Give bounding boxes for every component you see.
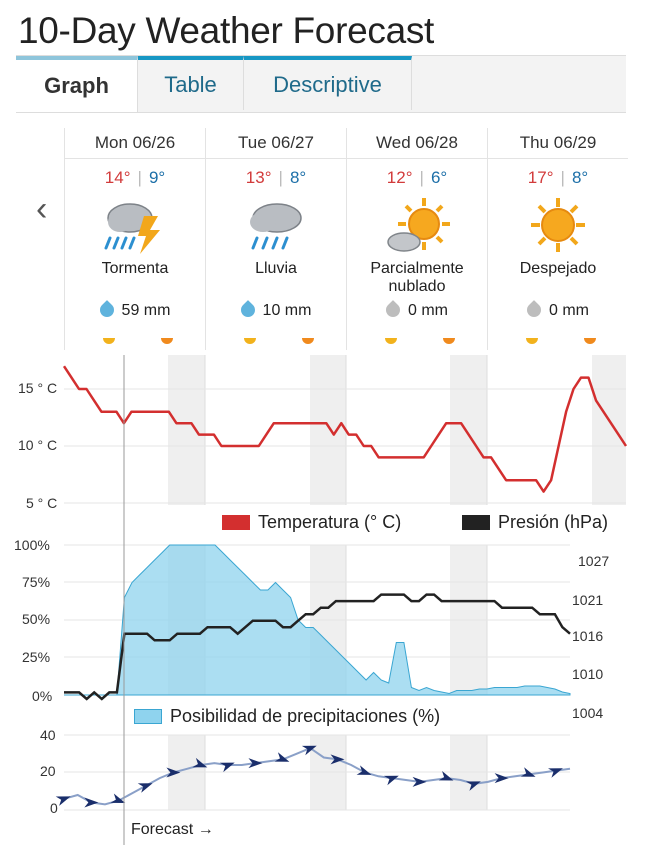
day-card[interactable]: Thu 06/29 17° | 8° Despejado 0 mm xyxy=(487,128,628,350)
wind-arrow xyxy=(548,768,563,778)
wind-arrow xyxy=(465,781,481,791)
view-tabs: Graph Table Descriptive xyxy=(16,55,626,113)
raindrop-icon xyxy=(237,300,258,320)
sunny-icon xyxy=(531,198,585,252)
wind-arrow xyxy=(438,771,454,781)
legend-pressure: Presión (hPa) xyxy=(462,512,608,533)
day-card[interactable]: Mon 06/26 14° | 9° Tormenta 59 mm xyxy=(64,128,205,350)
day-card[interactable]: Wed 06/28 12° | 6° Parcialmente nublado 0 … xyxy=(346,128,487,350)
precip-chance-area xyxy=(64,544,571,696)
wind-arrow xyxy=(137,783,153,793)
thunderstorm-icon xyxy=(104,203,160,254)
temperature-line xyxy=(62,365,628,493)
rain-icon xyxy=(250,203,302,250)
condition-label: Tormenta xyxy=(101,260,169,277)
temp-high: 12° xyxy=(386,168,413,187)
precip-amount: 10 mm xyxy=(262,302,312,319)
pressure-line xyxy=(64,593,571,701)
wind-arrow xyxy=(110,793,126,804)
raindrop-icon xyxy=(96,300,117,320)
precip-amount: 59 mm xyxy=(121,302,171,319)
temp-high: 17° xyxy=(527,168,554,187)
partly-cloudy-icon xyxy=(387,198,450,252)
condition-label: Despejado xyxy=(519,260,597,277)
page-title: 10-Day Weather Forecast xyxy=(18,10,435,51)
temp-tick: 15 ° C xyxy=(18,380,58,396)
raindrop-icon xyxy=(383,300,403,320)
pressure-tick: 1027 xyxy=(578,553,610,569)
temp-low: 9° xyxy=(148,168,166,187)
pressure-tick: 1016 xyxy=(572,628,604,644)
condition-label: Lluvia xyxy=(255,260,297,277)
wind-tick: 20 xyxy=(40,763,56,779)
wind-arrow xyxy=(356,765,372,775)
wind-arrow xyxy=(520,767,536,777)
temp-high: 13° xyxy=(245,168,272,187)
sun-marks xyxy=(347,338,487,346)
wind-arrow xyxy=(84,797,99,808)
precip-tick: 75% xyxy=(22,574,51,590)
day-date: Tue 06/27 xyxy=(206,128,346,159)
wind-arrow xyxy=(383,775,399,786)
legend-precip-chance: Posibilidad de precipitaciones (%) xyxy=(134,706,440,727)
precip-tick: 100% xyxy=(14,537,50,553)
pressure-tick: 1004 xyxy=(572,705,604,721)
forecast-label: Forecast → xyxy=(131,821,214,838)
chevron-left-icon[interactable]: ‹ xyxy=(36,190,48,228)
sun-marks xyxy=(488,338,628,346)
wind-arrow xyxy=(166,767,181,778)
wind-arrow xyxy=(192,757,208,768)
day-card[interactable]: Tue 06/27 13° | 8° Lluvia 10 mm xyxy=(205,128,346,350)
pressure-tick: 1010 xyxy=(572,666,604,682)
wind-arrow xyxy=(274,752,290,762)
raindrop-icon xyxy=(524,300,544,320)
wind-arrow xyxy=(301,745,317,756)
wind-tick: 0 xyxy=(50,800,58,816)
night-band xyxy=(592,355,626,505)
temp-low: 6° xyxy=(430,168,448,187)
day-date: Mon 06/26 xyxy=(65,128,205,159)
precip-amount: 0 mm xyxy=(408,302,448,319)
night-band xyxy=(450,735,487,810)
tab-graph[interactable]: Graph xyxy=(16,56,138,112)
night-band xyxy=(450,355,487,505)
day-date: Thu 06/29 xyxy=(488,128,628,159)
night-band xyxy=(168,355,205,505)
wind-arrow xyxy=(412,776,427,787)
night-band xyxy=(310,355,346,505)
wind-arrow xyxy=(55,796,71,806)
temp-tick: 5 ° C xyxy=(26,495,58,511)
temp-tick: 10 ° C xyxy=(18,437,58,453)
tab-table[interactable]: Table xyxy=(138,56,244,110)
condition-label: Parcialmente nublado xyxy=(370,260,464,295)
night-band xyxy=(168,735,205,810)
wind-arrow xyxy=(494,773,509,784)
temp-high: 14° xyxy=(104,168,131,187)
temp-low: 8° xyxy=(289,168,307,187)
temperature-chart xyxy=(62,365,628,493)
precipitation-chart xyxy=(64,544,571,701)
night-band xyxy=(310,735,346,810)
wind-chart xyxy=(55,745,571,808)
pressure-tick: 1021 xyxy=(572,592,604,608)
night-band xyxy=(450,545,487,695)
sun-marks xyxy=(65,338,205,346)
legend-temperature: Temperatura (° C) xyxy=(222,512,401,533)
night-band xyxy=(310,545,346,695)
sun-marks xyxy=(206,338,346,346)
temp-low: 8° xyxy=(571,168,589,187)
night-band xyxy=(168,545,205,695)
precip-tick: 25% xyxy=(22,649,51,665)
wind-arrow xyxy=(248,758,263,769)
wind-tick: 40 xyxy=(40,727,56,743)
precip-tick: 0% xyxy=(32,688,53,704)
tab-descriptive[interactable]: Descriptive xyxy=(244,56,412,110)
precip-amount: 0 mm xyxy=(549,302,589,319)
wind-arrow xyxy=(219,762,235,773)
wind-arrow xyxy=(330,754,345,765)
wind-line xyxy=(63,746,571,806)
day-date: Wed 06/28 xyxy=(347,128,487,159)
precip-tick: 50% xyxy=(22,611,51,627)
